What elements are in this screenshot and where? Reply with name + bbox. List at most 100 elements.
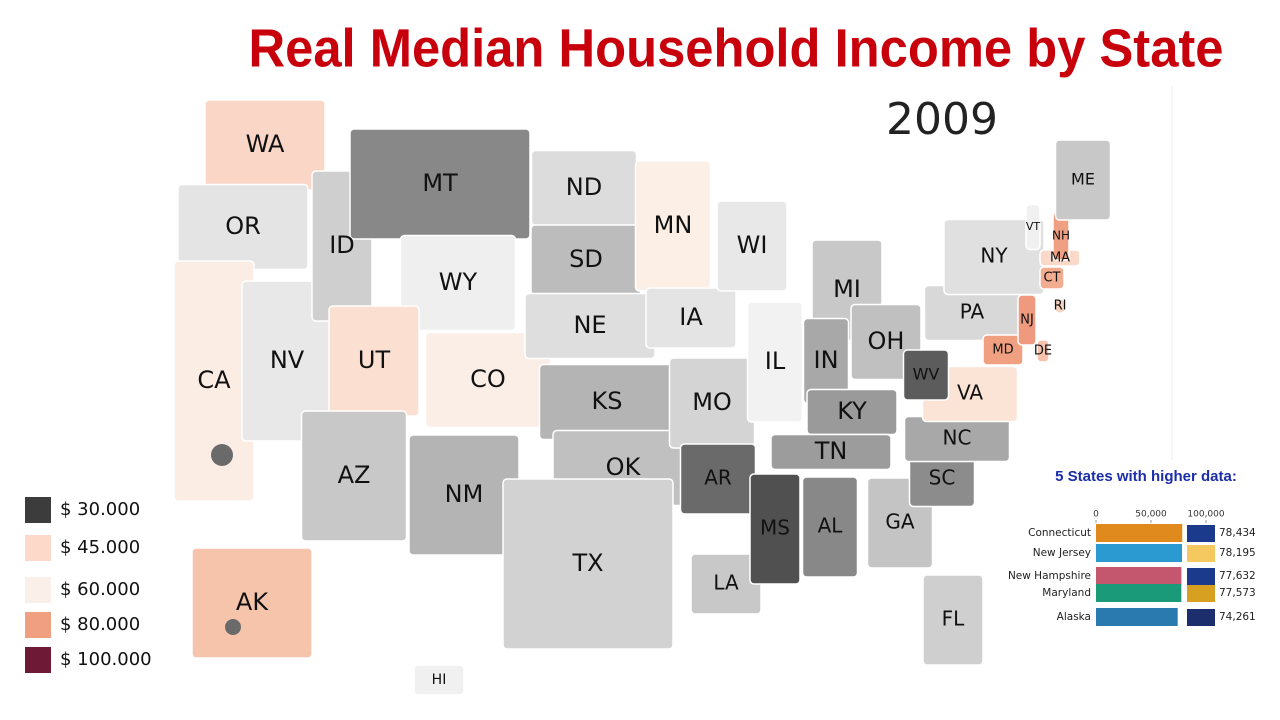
category-label: Maryland xyxy=(1042,587,1091,599)
state-label: RI xyxy=(1054,299,1067,314)
state-label: CT xyxy=(1043,271,1060,286)
bar xyxy=(1096,544,1183,562)
state-label: SD xyxy=(569,245,603,273)
title: Real Median Household Income by State xyxy=(249,18,1224,78)
state-label: PA xyxy=(960,300,985,324)
bar xyxy=(1096,524,1183,542)
legend: $ 30.000 $ 45.000 $ 60.000 $ 80.000 $ 100.00… xyxy=(25,497,152,673)
year: 2009 xyxy=(886,94,998,145)
state xyxy=(1017,294,1037,346)
x-tick-label: 100,000 xyxy=(1187,510,1224,520)
state-label: GA xyxy=(885,510,914,534)
state-label: MA xyxy=(1050,251,1070,266)
state-label: AZ xyxy=(338,461,371,489)
state-label: VT xyxy=(1026,220,1041,233)
state-label: SC xyxy=(929,466,956,490)
legend-label: $ 30.000 xyxy=(60,499,140,520)
state-label: DE xyxy=(1034,344,1052,359)
state-label: NV xyxy=(270,346,305,374)
state xyxy=(413,664,465,696)
value-label: 78,195 xyxy=(1219,547,1256,559)
state xyxy=(300,410,408,542)
category-label: Connecticut xyxy=(1028,527,1091,539)
bar xyxy=(1096,567,1182,585)
state xyxy=(746,301,804,423)
state xyxy=(770,433,892,471)
state-label: KS xyxy=(592,387,623,415)
state xyxy=(801,476,859,578)
state-label: NC xyxy=(943,426,972,450)
legend-label: $ 60.000 xyxy=(60,579,140,600)
state-label: MO xyxy=(692,388,732,416)
state-label: ND xyxy=(566,173,602,201)
state-label: MN xyxy=(654,211,693,239)
state xyxy=(716,200,788,292)
legend-swatch xyxy=(25,577,51,603)
state-label: ID xyxy=(329,231,355,259)
state-label: NM xyxy=(445,480,484,508)
state-label: TN xyxy=(814,437,848,465)
x-tick-label: 50,000 xyxy=(1135,510,1167,520)
state-label: WA xyxy=(246,130,285,158)
state-label: IN xyxy=(813,346,838,374)
state xyxy=(399,234,517,332)
x-tick-label: 0 xyxy=(1093,510,1099,520)
state-label: NJ xyxy=(1020,313,1034,328)
state xyxy=(982,334,1024,366)
state xyxy=(1025,203,1041,251)
legend-swatch xyxy=(25,647,51,673)
value-label: 78,434 xyxy=(1219,527,1256,539)
state xyxy=(1036,339,1050,363)
legend-swatch xyxy=(25,497,51,523)
state xyxy=(502,478,674,650)
state-label: OH xyxy=(868,327,905,355)
state-label: ME xyxy=(1071,170,1095,189)
value-label: 74,261 xyxy=(1219,611,1256,623)
legend-swatch xyxy=(25,535,51,561)
city-dot xyxy=(225,619,241,635)
flag xyxy=(1187,585,1215,602)
chart-title: 5 States with higher data: xyxy=(1055,468,1237,485)
state-label: IA xyxy=(679,303,703,331)
state-label: VA xyxy=(957,381,983,405)
state-label: FL xyxy=(942,607,966,631)
state-label: CA xyxy=(197,366,231,394)
state-label: NY xyxy=(980,244,1008,268)
state xyxy=(902,349,950,401)
state xyxy=(1054,298,1066,314)
state-label: WI xyxy=(737,231,768,259)
city-dot xyxy=(211,444,233,466)
bar xyxy=(1096,584,1182,602)
state-label: NH xyxy=(1052,229,1070,243)
flag xyxy=(1187,525,1215,542)
state-label: AR xyxy=(704,466,732,490)
state-label: KY xyxy=(837,397,867,425)
value-label: 77,573 xyxy=(1219,587,1256,599)
state-label: MI xyxy=(833,275,861,303)
state-label: LA xyxy=(713,571,739,595)
legend-label: $ 45.000 xyxy=(60,537,140,558)
map: WA OR CA NV ID MT WY UT CO AZ NM ND SD NE KS OK TX MN IA MO… xyxy=(173,99,1112,696)
value-label: 77,632 xyxy=(1219,570,1256,582)
bar-chart: 5 States with higher data: 0 50,000 100,00… xyxy=(1008,468,1256,626)
flag xyxy=(1187,545,1215,562)
state-label: WY xyxy=(439,268,478,296)
bar xyxy=(1096,608,1178,626)
category-label: New Jersey xyxy=(1033,547,1091,559)
state-label: UT xyxy=(358,346,391,374)
state xyxy=(922,574,984,666)
state-label: HI xyxy=(432,672,447,688)
state-label: CO xyxy=(470,365,506,393)
state xyxy=(645,287,737,349)
state xyxy=(1054,139,1112,221)
state xyxy=(749,473,801,585)
state-label: AL xyxy=(818,514,844,538)
category-label: Alaska xyxy=(1057,611,1091,623)
state-label: OR xyxy=(225,212,261,240)
legend-label: $ 100.000 xyxy=(60,649,152,670)
state-label: MS xyxy=(760,516,790,540)
legend-swatch xyxy=(25,612,51,638)
state-label: NE xyxy=(573,311,606,339)
flag xyxy=(1187,609,1215,626)
